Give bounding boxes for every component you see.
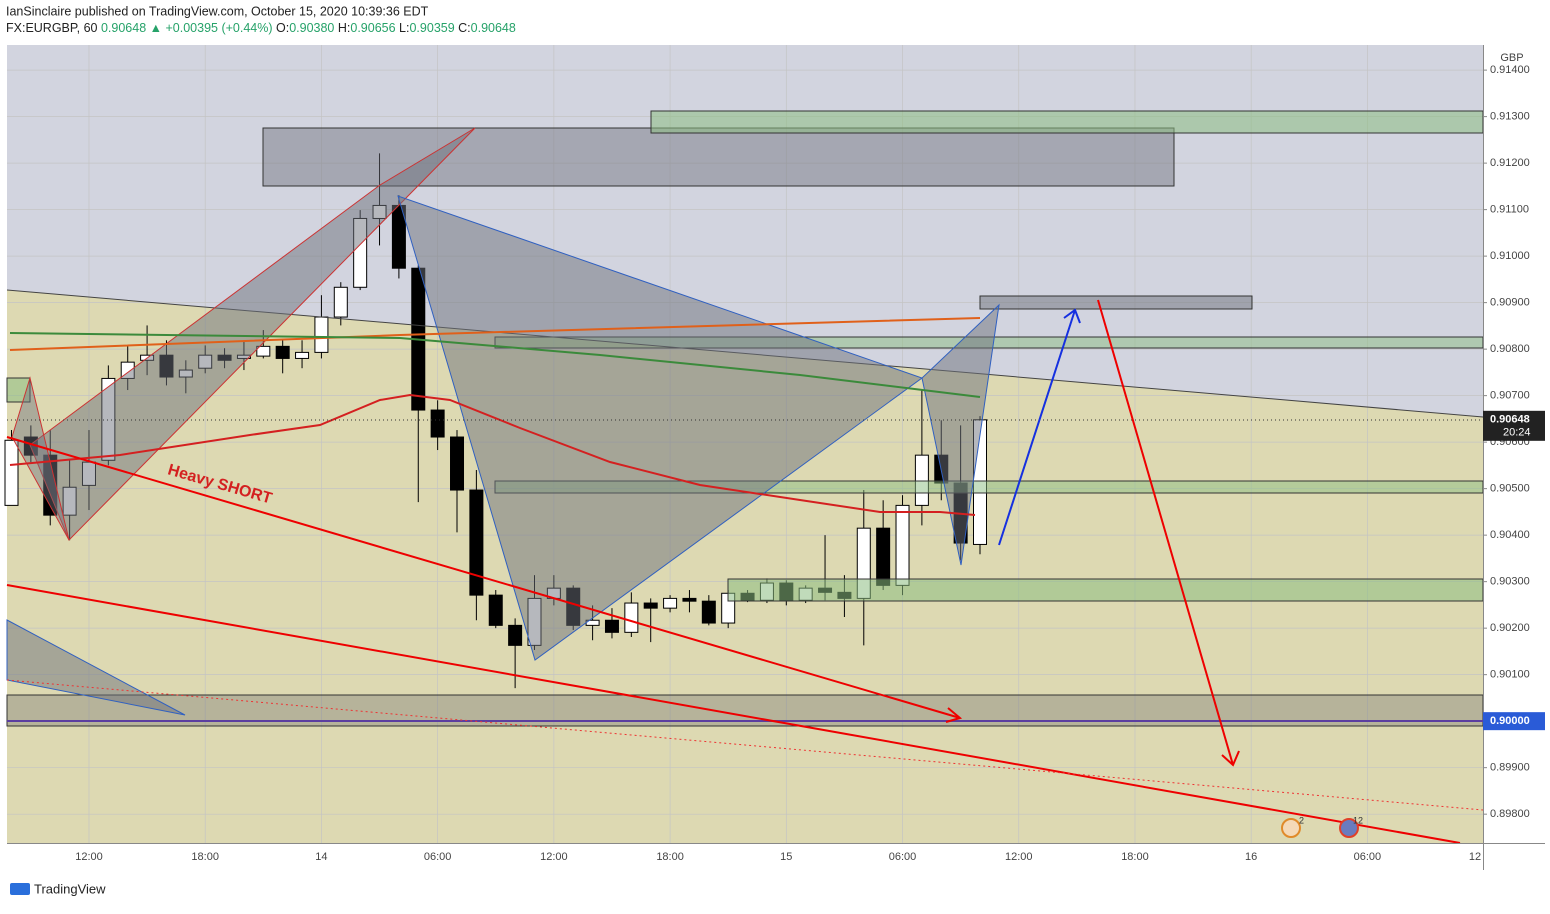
x-tick-label: 06:00 — [424, 851, 452, 863]
arrow — [1097, 299, 1234, 766]
pattern — [29, 127, 476, 541]
h-label: H: — [338, 21, 351, 35]
time-axis — [0, 843, 1483, 870]
publisher: IanSinclaire published on TradingView.co… — [6, 4, 429, 18]
zone-box — [727, 578, 1484, 602]
x-tick-label: 12:00 — [75, 851, 103, 863]
candle-body — [256, 345, 271, 357]
price-axis — [1483, 45, 1545, 870]
last-price-box — [1483, 410, 1545, 441]
last: 0.90648 — [101, 21, 146, 35]
x-tick-label: 16 — [1245, 851, 1257, 863]
candle-body — [4, 439, 19, 506]
y-tick-label: 0.89900 — [1490, 762, 1530, 774]
c-label: C: — [458, 21, 471, 35]
currency: GBP — [1500, 52, 1523, 64]
candle-body — [643, 602, 658, 609]
countdown: 20:24 — [1503, 427, 1531, 439]
candle-body — [914, 454, 929, 506]
c-value: 0.90648 — [471, 21, 516, 35]
l-value: 0.90359 — [409, 21, 454, 35]
axis-labels: 0.91400 0.91300 0.91200 0.91100 0.91000 0.909… — [75, 64, 1545, 863]
trend-line — [6, 584, 1461, 844]
arrow — [998, 309, 1076, 546]
y-tick-label: 0.90100 — [1490, 669, 1530, 681]
y-tick-label: 0.90500 — [1490, 483, 1530, 495]
y-tick-label: 0.90300 — [1490, 576, 1530, 588]
pattern — [397, 195, 924, 661]
candle-body — [508, 624, 523, 646]
candle-body — [275, 345, 290, 359]
o-value: 0.90380 — [289, 21, 334, 35]
ma-orange — [9, 317, 981, 351]
zone-box — [650, 110, 1484, 134]
arrow-head — [945, 707, 963, 723]
ma-red — [9, 393, 976, 516]
event-count: 12 — [1353, 815, 1363, 825]
footer: TradingView — [34, 881, 106, 896]
x-tick-label: 06:00 — [1354, 851, 1382, 863]
o-label: O: — [276, 21, 289, 35]
last-price-label: 0.90648 — [1490, 414, 1530, 426]
event-count: 2 — [1299, 815, 1304, 825]
pattern — [11, 376, 70, 541]
arrow-head — [1221, 750, 1240, 767]
candle-body — [314, 316, 329, 353]
candle-body — [701, 600, 716, 624]
x-tick-label: 12 — [1469, 851, 1481, 863]
pattern — [6, 619, 186, 716]
x-tick-label: 12:00 — [1005, 851, 1033, 863]
candle-body — [430, 409, 445, 438]
y-tick-label: 0.91200 — [1490, 157, 1530, 169]
x-tick-label: 06:00 — [889, 851, 917, 863]
x-tick-label: 18:00 — [656, 851, 684, 863]
arrow — [6, 436, 961, 719]
y-tick-label: 0.91100 — [1490, 204, 1529, 216]
y-tick-label: 0.90200 — [1490, 622, 1530, 634]
l-label: L: — [399, 21, 409, 35]
y-tick-label: 0.91300 — [1490, 111, 1530, 123]
candle-body — [682, 597, 697, 602]
candle-body — [604, 619, 619, 633]
candle-body — [663, 597, 678, 609]
event-icon[interactable] — [1281, 818, 1301, 838]
candle-body — [333, 286, 348, 318]
h-value: 0.90656 — [350, 21, 395, 35]
y-tick-label: 0.91400 — [1490, 64, 1530, 76]
header-line: FX:EURGBP, 60 0.90648 ▲ +0.00395 (+0.44%… — [6, 21, 516, 35]
drawings — [6, 110, 1484, 844]
symbol: FX:EURGBP, 60 — [6, 21, 98, 35]
x-tick-label: 14 — [315, 851, 327, 863]
logo — [10, 883, 30, 895]
x-tick-label: 18:00 — [191, 851, 219, 863]
x-tick-label: 15 — [780, 851, 792, 863]
y-tick-label: 0.90700 — [1490, 390, 1530, 402]
candle-body — [295, 351, 310, 359]
candle-body — [469, 489, 484, 596]
y-tick-label: 0.91000 — [1490, 250, 1530, 262]
x-tick-label: 18:00 — [1121, 851, 1149, 863]
candle-body — [450, 436, 465, 491]
x-tick-label: 12:00 — [540, 851, 568, 863]
zone-box — [979, 295, 1253, 310]
pattern — [921, 303, 1000, 566]
zone — [7, 290, 1483, 843]
ma-green — [9, 332, 981, 398]
candle-body — [876, 527, 891, 586]
arrow-head — [1063, 308, 1081, 324]
y-tick-label: 0.90900 — [1490, 297, 1530, 309]
y-tick-label: 0.90400 — [1490, 529, 1530, 541]
y-tick-label: 0.89800 — [1490, 808, 1530, 820]
y-tick-label: 0.90800 — [1490, 343, 1530, 355]
candle-body — [488, 594, 503, 626]
trend-line — [6, 679, 1484, 811]
level-box — [1483, 712, 1545, 731]
level-label: 0.90000 — [1490, 715, 1530, 727]
candle-body — [624, 602, 639, 633]
candle-body — [895, 504, 910, 586]
event-icon[interactable] — [1339, 818, 1359, 838]
change: ▲ +0.00395 (+0.44%) — [150, 21, 273, 35]
